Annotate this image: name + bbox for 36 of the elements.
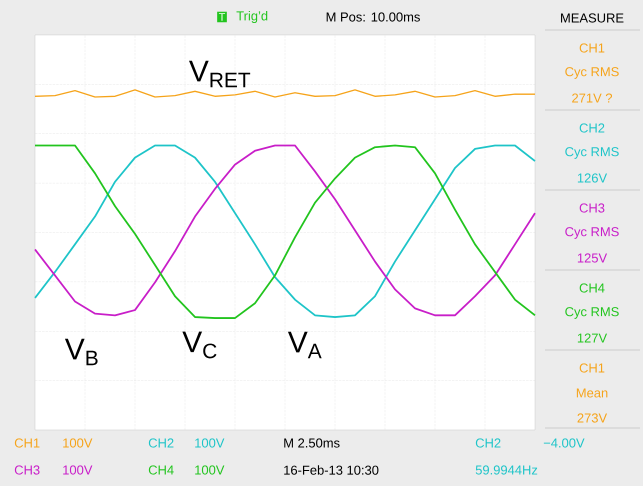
text: Cyc RMS	[565, 67, 619, 79]
text: CH2	[580, 123, 604, 133]
text: CH1	[14, 438, 40, 448]
text: 59.9944Hz	[476, 465, 538, 475]
text: 271V ?	[572, 93, 612, 103]
text: 125V	[578, 253, 608, 263]
text: Cyc RMS	[565, 147, 619, 159]
text: 100V	[63, 438, 92, 448]
text: −4.00V	[544, 438, 585, 448]
text: Cyc RMS	[565, 307, 619, 319]
text: T	[218, 13, 226, 21]
text: MEASURE	[561, 13, 624, 23]
text: CH3	[580, 203, 604, 213]
text: CH4	[148, 465, 174, 475]
text: 273V	[578, 413, 608, 423]
text: M Pos: 10.00ms	[326, 12, 420, 22]
text: 100V	[63, 465, 92, 475]
text: M 2.50ms	[284, 438, 340, 448]
text: CH2	[148, 438, 174, 448]
text: 100V	[195, 465, 224, 475]
text: CH4	[580, 283, 605, 293]
text: CH3	[14, 465, 40, 475]
series-label: V$_{C}$	[182, 332, 216, 358]
text: 126V	[578, 173, 608, 183]
text: CH1	[580, 363, 604, 373]
text: 127V	[578, 333, 608, 343]
series-label: V$_{RET}$	[188, 60, 250, 88]
text: CH1	[580, 43, 604, 53]
text: Trig’d	[236, 10, 268, 24]
series-label: V$_{A}$	[288, 332, 322, 358]
text: CH2	[476, 438, 500, 448]
text: Cyc RMS	[565, 227, 619, 239]
text: 16-Feb-13 10:30	[284, 465, 378, 475]
text: Mean	[576, 388, 608, 398]
text: 100V	[195, 438, 224, 448]
series-label: V$_{B}$	[64, 338, 98, 366]
